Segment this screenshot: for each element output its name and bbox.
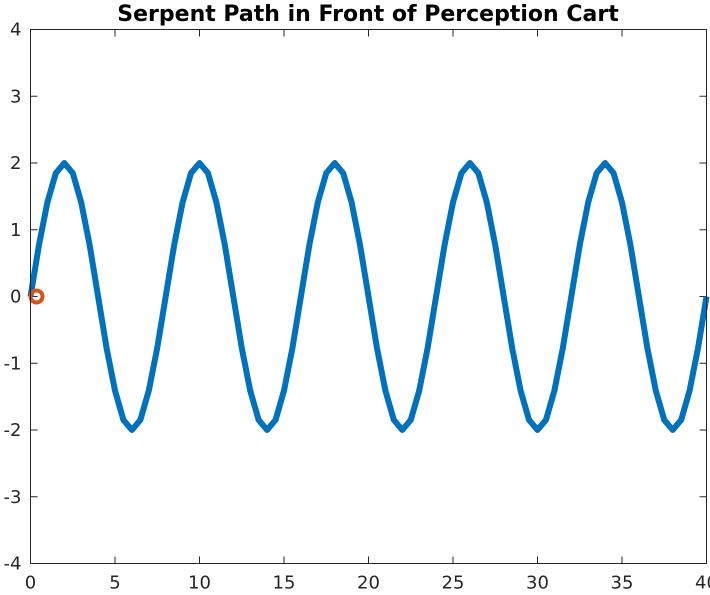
y-tick-label-1: -3 <box>4 487 22 508</box>
x-tick-label-8: 40 <box>695 573 710 594</box>
x-tick-label-7: 35 <box>611 573 634 594</box>
y-tick-label-4: 0 <box>10 287 21 308</box>
axis-ticks: 0 5 10 15 20 25 30 35 40 -4 -3 -2 -1 0 1 2 3 4 <box>4 20 710 594</box>
x-tick-label-0: 0 <box>25 573 36 594</box>
y-tick-label-3: -1 <box>4 353 22 374</box>
x-tick-label-5: 25 <box>442 573 465 594</box>
x-tick-label-4: 20 <box>357 573 380 594</box>
y-tick-label-2: -2 <box>4 420 22 441</box>
y-tick-label-8: 4 <box>10 20 21 41</box>
x-tick-label-3: 15 <box>273 573 296 594</box>
chart-title: Serpent Path in Front of Perception Cart <box>117 2 619 27</box>
x-tick-label-2: 10 <box>188 573 211 594</box>
y-tick-label-6: 2 <box>10 153 21 174</box>
x-tick-label-6: 30 <box>526 573 549 594</box>
plot-area <box>27 160 710 433</box>
y-tick-label-7: 3 <box>10 86 21 107</box>
y-tick-label-5: 1 <box>10 220 21 241</box>
y-tick-label-0: -4 <box>4 554 22 575</box>
axes-box <box>30 29 707 564</box>
serpent-path-line-0 <box>27 160 710 433</box>
x-tick-label-1: 5 <box>109 573 120 594</box>
